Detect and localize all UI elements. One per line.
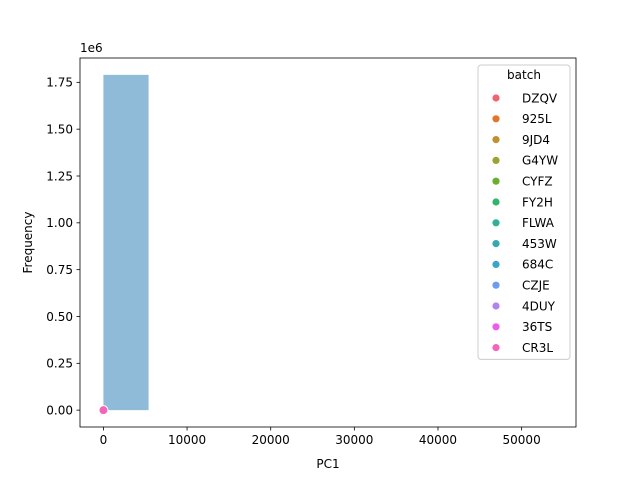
legend-box [477, 64, 571, 360]
x-axis-label: PC1 [316, 457, 339, 471]
legend-marker [491, 197, 501, 207]
legend-entries: DZQV 925L 9JD4 G4YW CYFZ FY2H FLWA 453W 684C CZJE… [491, 91, 558, 355]
y-tick-label: 1.00 [46, 216, 73, 230]
legend-label: CYFZ [522, 175, 553, 189]
legend-label: G4YW [522, 154, 558, 168]
legend-marker [491, 176, 501, 186]
legend-marker [491, 259, 501, 269]
axes-frame [79, 57, 577, 428]
y-tick-label: 0.25 [46, 357, 73, 371]
legend-marker [491, 155, 501, 165]
y-axis-label: Frequency [21, 212, 35, 274]
legend-label: FLWA [522, 216, 555, 230]
y-axis-offset-label: 1e6 [80, 41, 103, 55]
legend-label: 9JD4 [522, 133, 550, 147]
y-tick-label: 0.75 [46, 263, 73, 277]
x-tick-label: 50000 [503, 433, 541, 447]
legend-title: batch [507, 68, 541, 82]
y-tick-label: 0.00 [46, 403, 73, 417]
legend-marker [491, 218, 501, 228]
legend-marker [491, 239, 501, 249]
legend-label: 4DUY [522, 299, 556, 313]
histogram-bar [103, 74, 149, 411]
legend-marker [491, 301, 501, 311]
legend-marker [491, 135, 501, 145]
x-tick-label: 0 [100, 433, 108, 447]
y-axis: 0.00 0.25 0.50 0.75 1.00 1.25 1.50 1.75 [46, 76, 80, 417]
legend-marker [491, 114, 501, 124]
legend-marker [491, 93, 501, 103]
scatter-point [98, 405, 109, 416]
legend: batch DZQV 925L 9JD4 G4YW CYFZ FY2H FLWA 453W 68… [477, 64, 571, 360]
legend-label: CR3L [522, 341, 553, 355]
legend-label: 453W [522, 237, 557, 251]
x-axis: 0 10000 20000 30000 40000 50000 [100, 427, 541, 447]
legend-marker [491, 322, 501, 332]
legend-marker [491, 280, 501, 290]
y-tick-label: 1.25 [46, 169, 73, 183]
legend-label: 684C [522, 258, 553, 272]
x-tick-label: 40000 [419, 433, 457, 447]
plot-area [98, 74, 149, 416]
legend-label: CZJE [522, 279, 550, 293]
x-tick-label: 20000 [252, 433, 290, 447]
legend-label: DZQV [522, 91, 558, 105]
x-tick-label: 10000 [168, 433, 206, 447]
legend-marker [491, 343, 501, 353]
legend-label: 36TS [522, 320, 552, 334]
legend-label: 925L [522, 112, 552, 126]
legend-label: FY2H [522, 195, 553, 209]
y-tick-label: 1.50 [46, 122, 73, 136]
y-tick-label: 0.50 [46, 310, 73, 324]
x-tick-label: 30000 [335, 433, 373, 447]
y-tick-label: 1.75 [46, 76, 73, 90]
